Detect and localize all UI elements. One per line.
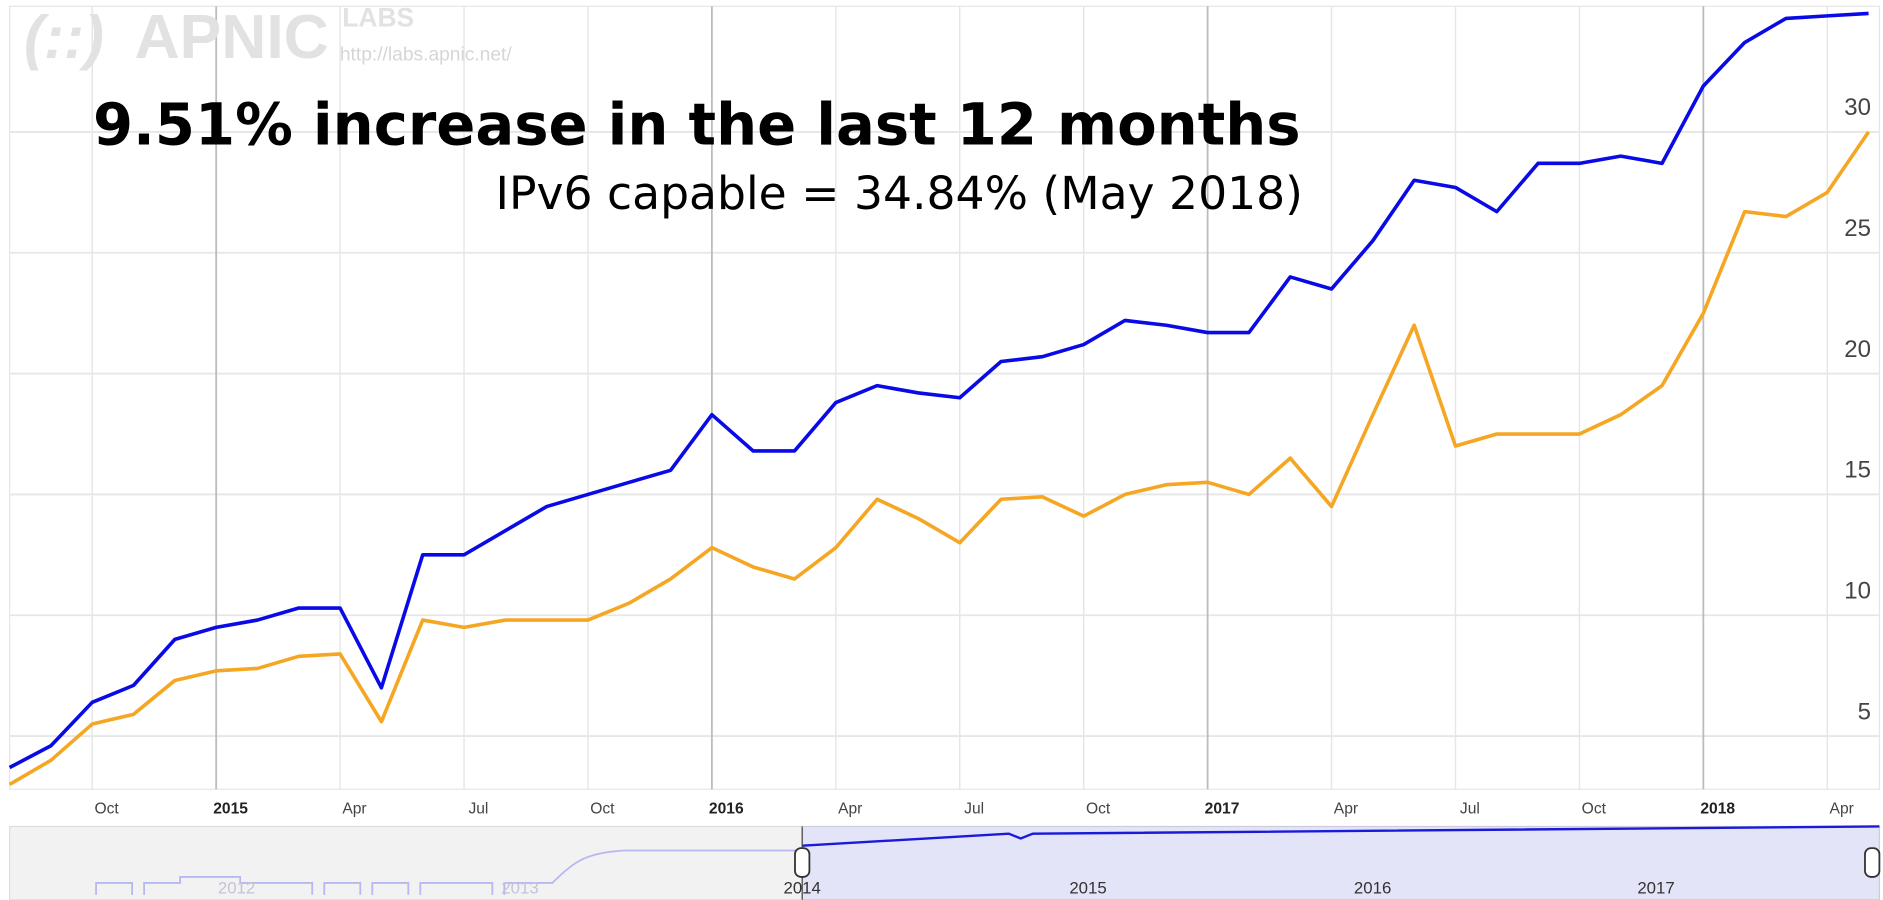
y-tick-label: 15 xyxy=(1844,457,1871,484)
x-tick-label: Oct xyxy=(94,800,119,817)
y-tick-label: 30 xyxy=(1844,94,1871,121)
navigator: 2012 2013 2014 2015 2016 2017 xyxy=(9,825,1881,900)
chart-title: 9.51% increase in the last 12 months xyxy=(93,90,1301,158)
series-line xyxy=(8,11,1869,770)
series-line xyxy=(8,130,1871,787)
grid: 5 10 15 20 25 30 Oct 2015 Apr Jul Oct 2016 Apr Jul Oct… xyxy=(9,5,1880,817)
navigator-label: 2013 xyxy=(501,879,538,898)
navigator-label: 2015 xyxy=(1069,879,1106,898)
y-tick-label: 10 xyxy=(1844,577,1871,604)
logo-mark: (::) xyxy=(24,4,104,71)
x-tick-label: Oct xyxy=(1582,800,1607,817)
x-tick-label: Oct xyxy=(1086,800,1111,817)
y-tick-label: 20 xyxy=(1844,336,1871,363)
y-tick-label: 5 xyxy=(1858,698,1871,725)
x-tick-label: Apr xyxy=(1334,800,1358,817)
navigator-history xyxy=(95,876,494,895)
x-tick-label: 2017 xyxy=(1205,800,1240,817)
x-tick-label: Apr xyxy=(838,800,862,817)
x-tick-label: 2018 xyxy=(1700,800,1735,817)
x-tick-label: Apr xyxy=(342,800,366,817)
navigator-label: 2016 xyxy=(1354,879,1391,898)
navigator-background xyxy=(9,825,803,900)
navigator-handle[interactable] xyxy=(1864,847,1881,878)
plot-border xyxy=(9,5,1880,790)
logo: (::) APNIC LABS http://labs.apnic.net/ xyxy=(24,2,512,72)
navigator-label: 2017 xyxy=(1637,879,1674,898)
x-tick-label: 2015 xyxy=(213,800,248,817)
chart-subtitle: IPv6 capable = 34.84% (May 2018) xyxy=(496,167,1303,220)
x-tick-label: Jul xyxy=(1460,800,1480,817)
x-tick-label: Oct xyxy=(590,800,615,817)
x-tick-label: Jul xyxy=(964,800,984,817)
navigator-label: 2014 xyxy=(784,879,821,898)
x-tick-label: Jul xyxy=(468,800,488,817)
navigator-handle[interactable] xyxy=(794,847,811,878)
navigator-line xyxy=(802,825,1880,847)
logo-name: APNIC xyxy=(135,2,329,72)
logo-labs: LABS xyxy=(342,3,414,33)
x-tick-label: Apr xyxy=(1830,800,1854,817)
logo-url: http://labs.apnic.net/ xyxy=(340,44,513,65)
navigator-label: 2012 xyxy=(218,879,255,898)
y-tick-label: 25 xyxy=(1844,215,1871,242)
lines xyxy=(8,11,1871,787)
x-tick-label: 2016 xyxy=(709,800,744,817)
navigator-history xyxy=(503,849,803,895)
